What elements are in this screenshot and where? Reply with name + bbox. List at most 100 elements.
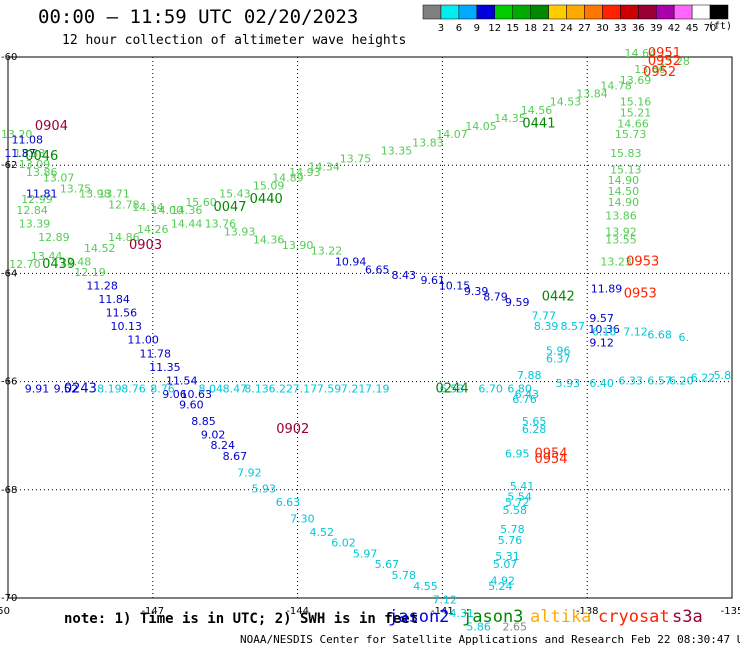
legend-tick: 45 <box>686 23 699 34</box>
data-point: 8.57 <box>560 320 585 333</box>
data-point: 8.43 <box>392 269 417 282</box>
data-point: 13.44 <box>31 250 63 263</box>
data-point: 10.13 <box>111 320 143 333</box>
data-point: 13.76 <box>205 217 237 230</box>
data-point: 12.84 <box>16 204 48 217</box>
time-label: 0903 <box>129 238 162 253</box>
data-point: 7.17 <box>293 382 318 395</box>
data-point: 12.70 <box>9 258 41 271</box>
data-point: 11.54 <box>166 374 198 387</box>
data-point: 15.21 <box>620 107 652 120</box>
legend-swatch <box>512 4 531 20</box>
legend-tick: 24 <box>560 23 573 34</box>
lat-tick-label: -60 <box>1 52 17 63</box>
data-point: 5.93 <box>556 377 581 390</box>
data-point: 9.91 <box>25 382 50 395</box>
data-point: 12.78 <box>108 198 140 211</box>
data-point: 13.83 <box>412 136 444 149</box>
data-point: 13.90 <box>282 239 314 252</box>
data-point: 13.69 <box>620 74 652 87</box>
time-label: 0952 <box>648 54 681 69</box>
data-point: 14.07 <box>436 128 468 141</box>
time-label: 0243 <box>64 381 97 396</box>
time-label: 0442 <box>542 289 575 304</box>
data-point: 13.86 <box>26 166 58 179</box>
data-point: 6. <box>678 331 689 344</box>
data-point: 15.83 <box>610 147 642 160</box>
data-point: 13.28 <box>658 55 690 68</box>
time-label: 0952 <box>643 65 676 80</box>
page-title: 00:00 – 11:59 UTC 02/20/2023 <box>38 6 359 28</box>
data-point: 9.02 <box>201 428 226 441</box>
data-point: 14.53 <box>550 96 582 109</box>
data-point: 11.78 <box>139 347 171 360</box>
data-point: 9.59 <box>505 296 530 309</box>
mission-jason3: jason3 <box>462 607 524 627</box>
data-point: 14.66 <box>617 117 649 130</box>
data-point: 14.50 <box>608 185 640 198</box>
legend-tick: 6 <box>456 23 462 34</box>
data-point: 9.12 <box>589 336 614 349</box>
data-point: 5.97 <box>353 547 378 560</box>
data-point: 6.22 <box>268 382 293 395</box>
mission-altika: altika <box>530 607 592 627</box>
legend-swatch <box>422 4 442 20</box>
data-point: 14.44 <box>171 217 203 230</box>
legend-swatch <box>691 4 711 20</box>
data-point: 7.59 <box>317 382 342 395</box>
time-label: 0951 <box>648 46 681 61</box>
data-point: 7.77 <box>532 309 557 322</box>
data-point: 4.31 <box>449 607 474 620</box>
data-point: 9.61 <box>420 274 445 287</box>
mission-s3a: s3a <box>672 607 703 627</box>
time-label: 0440 <box>250 192 283 207</box>
data-point: 8.85 <box>191 415 216 428</box>
data-point: 13.07 <box>43 171 75 184</box>
footer-credit: NOAA/NESDIS Center for Satellite Applica… <box>240 633 740 646</box>
data-point: 11.00 <box>127 334 159 347</box>
data-point: 5.93 <box>252 483 277 496</box>
data-point: 13.39 <box>19 217 51 230</box>
data-point: 14.89 <box>272 171 304 184</box>
lon-tick-label: -138 <box>576 606 599 617</box>
data-point: 7.30 <box>290 512 315 525</box>
legend-tick: 36 <box>632 23 645 34</box>
data-point: 11.87 <box>4 147 36 160</box>
data-point: 15.16 <box>620 96 652 109</box>
legend-tick: 21 <box>542 23 555 34</box>
data-point: 5.76 <box>498 534 523 547</box>
data-point: 14.36 <box>253 234 285 247</box>
time-label: 0953 <box>624 287 657 302</box>
lon-tick-label: -144 <box>286 606 309 617</box>
data-point: 6.02 <box>331 537 356 550</box>
data-point: 5.67 <box>375 558 400 571</box>
data-point: 12.99 <box>21 193 53 206</box>
data-point: 5.41 <box>510 480 535 493</box>
lon-tick-label: -135 <box>721 606 740 617</box>
data-point: 5.78 <box>500 523 525 536</box>
data-point: 6.57 <box>647 374 672 387</box>
data-point: 14.26 <box>137 223 169 236</box>
data-point: 5.31 <box>495 550 520 563</box>
footer-note: note: 1) Time is in UTC; 2) SWH is in fe… <box>64 611 419 627</box>
lon-tick-label: -141 <box>431 606 454 617</box>
data-point: 5.8 <box>714 369 732 382</box>
data-point: 6.20 <box>669 374 694 387</box>
data-point: 13.86 <box>634 63 666 76</box>
lat-tick-label: -64 <box>1 268 17 279</box>
data-point: 4.92 <box>490 574 515 587</box>
data-point: 11.35 <box>149 361 181 374</box>
data-point: 6.28 <box>522 423 547 436</box>
data-point: 14.34 <box>308 161 340 174</box>
legend-tick: 30 <box>596 23 609 34</box>
legend-swatch <box>655 4 675 20</box>
lat-tick-label: -68 <box>1 485 17 496</box>
legend-swatch <box>584 4 603 20</box>
data-point: 9.06 <box>162 388 187 401</box>
data-point: 7.92 <box>237 466 262 479</box>
data-point: 8.79 <box>483 290 508 303</box>
legend-tick: 42 <box>668 23 681 34</box>
data-point: 14.90 <box>608 174 640 187</box>
data-point: 15.13 <box>610 163 642 176</box>
legend-tick: 27 <box>578 23 591 34</box>
